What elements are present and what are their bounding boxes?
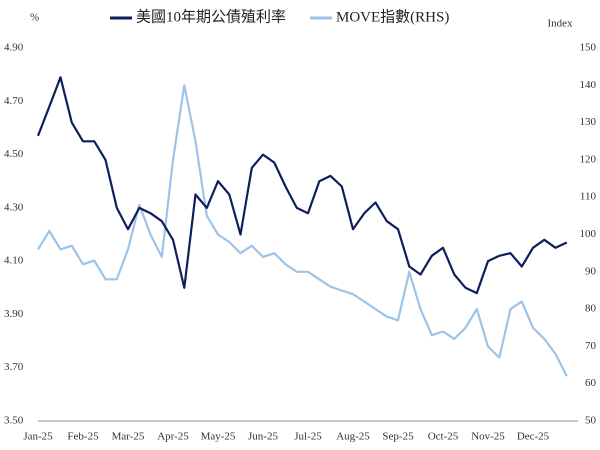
- series-line: [36, 76, 568, 295]
- x-tick-label: Jun-25: [248, 431, 278, 443]
- legend: 美國10年期公債殖利率 MOVE指數(RHS): [110, 8, 449, 25]
- x-tick-label: Oct-25: [428, 431, 459, 443]
- y2-tick-label: 140: [580, 79, 597, 91]
- y-tick-label: 4.70: [4, 95, 24, 107]
- y2-tick-label: 150: [580, 42, 597, 54]
- y-tick-label: 4.50: [4, 148, 24, 160]
- y2-tick-label: 120: [580, 153, 597, 165]
- y-tick-label: 3.90: [4, 308, 24, 320]
- y2-tick-label: 110: [580, 191, 597, 203]
- y2-tick-label: 130: [580, 116, 597, 128]
- x-tick-label: Jul-25: [294, 431, 322, 443]
- y-axis-unit: %: [30, 12, 39, 24]
- y-tick-label: 4.90: [4, 42, 24, 54]
- x-tick-label: Sep-25: [382, 431, 414, 443]
- x-tick-label: Dec-25: [517, 431, 550, 443]
- x-tick-label: May-25: [201, 431, 236, 443]
- series-line: [37, 84, 568, 377]
- x-tick-label: Feb-25: [67, 431, 99, 443]
- y2-tick-label: 100: [580, 228, 597, 240]
- y-tick-label: 4.30: [4, 201, 24, 213]
- x-tick-label: Aug-25: [336, 431, 370, 443]
- legend-label: 美國10年期公債殖利率: [136, 8, 286, 25]
- y2-tick-label: 50: [585, 415, 597, 427]
- y2-tick-label: 90: [585, 265, 597, 277]
- legend-label: MOVE指數(RHS): [336, 8, 449, 25]
- y2-tick-label: 80: [585, 303, 597, 315]
- y-tick-label: 4.10: [4, 255, 24, 267]
- x-tick-label: Nov-25: [471, 431, 505, 443]
- y2-tick-label: 60: [585, 377, 597, 389]
- x-tick-label: Mar-25: [112, 431, 145, 443]
- y-tick-label: 3.70: [4, 361, 24, 373]
- y2-tick-label: 70: [585, 340, 597, 352]
- x-tick-label: Jan-25: [23, 431, 53, 443]
- x-tick-label: Apr-25: [157, 431, 189, 443]
- y2-axis-unit: Index: [547, 18, 573, 30]
- y-tick-label: 3.50: [4, 415, 24, 427]
